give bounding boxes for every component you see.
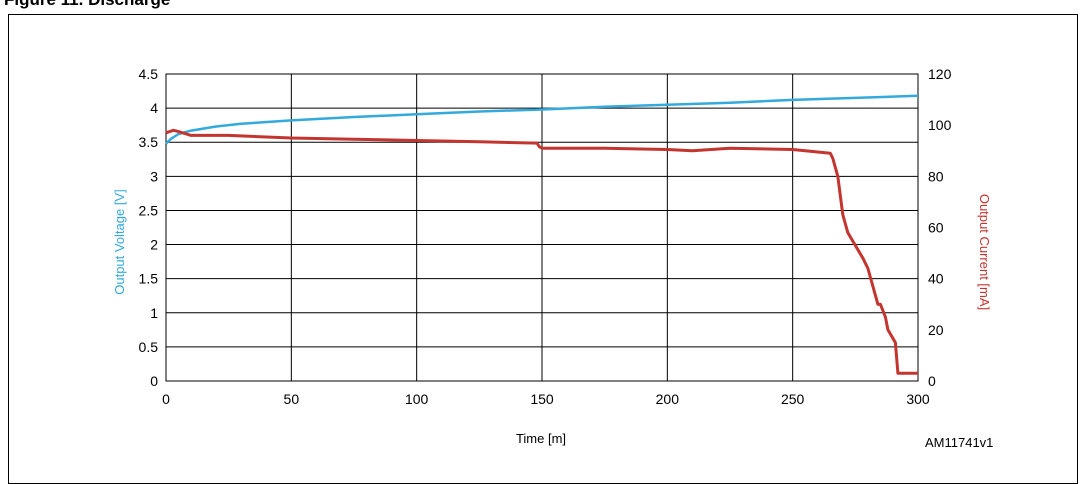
x-tick-label: 150 <box>530 391 554 407</box>
y-right-tick-label: 60 <box>928 220 944 236</box>
y-left-tick-label: 1 <box>150 305 158 321</box>
figure-title: Figure 11. Discharge <box>4 0 170 10</box>
x-tick-label: 0 <box>162 391 170 407</box>
tick-labels: 0 50 100 150 200 250 300 0 0.5 1 1.5 2 2.5 3 3.5 4 4.5 0 2… <box>139 66 952 407</box>
x-tick-label: 50 <box>284 391 300 407</box>
y-right-tick-label: 20 <box>928 322 944 338</box>
y-left-tick-label: 4 <box>150 100 158 116</box>
y-left-tick-label: 3.5 <box>139 134 159 150</box>
x-tick-label: 300 <box>906 391 930 407</box>
y-right-tick-label: 100 <box>928 117 952 133</box>
y-left-tick-label: 0.5 <box>139 339 159 355</box>
plot-border <box>165 73 919 382</box>
x-tick-label: 200 <box>656 391 680 407</box>
y-left-tick-label: 1.5 <box>139 271 159 287</box>
y-right-tick-label: 0 <box>928 373 936 389</box>
y-left-axis-title: Output Voltage [V] <box>112 189 127 295</box>
x-tick-label: 250 <box>781 391 805 407</box>
y-right-tick-label: 40 <box>928 271 944 287</box>
grid-layer <box>165 73 919 382</box>
y-left-tick-label: 2.5 <box>139 202 159 218</box>
series-layer <box>165 94 919 375</box>
y-right-tick-label: 80 <box>928 168 944 184</box>
y-left-tick-label: 4.5 <box>139 66 159 82</box>
y-left-tick-label: 0 <box>150 373 158 389</box>
y-left-tick-label: 2 <box>150 237 158 253</box>
reference-code: AM11741v1 <box>925 435 994 450</box>
x-tick-label: 100 <box>405 391 429 407</box>
output-current-line <box>165 128 918 375</box>
x-axis-title: Time [m] <box>516 431 566 446</box>
y-right-axis-title: Output Current [mA] <box>977 194 992 310</box>
output-voltage-line <box>165 94 919 145</box>
y-left-tick-label: 3 <box>150 168 158 184</box>
y-right-tick-label: 120 <box>928 66 952 82</box>
